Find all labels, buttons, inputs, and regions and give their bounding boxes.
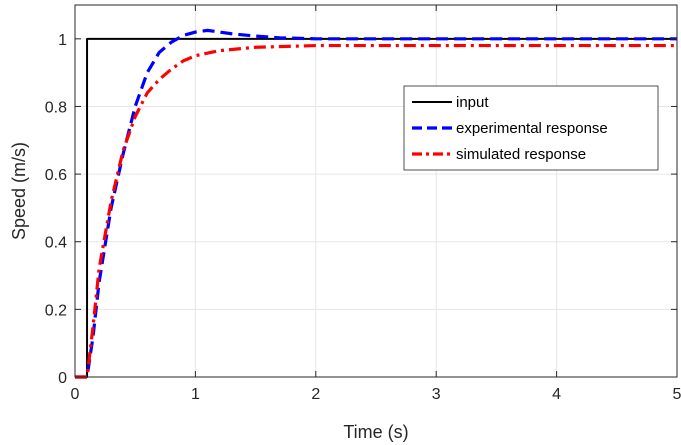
x-tick-label: 0	[71, 386, 80, 403]
y-tick-label: 1	[58, 32, 67, 49]
y-tick-label: 0.8	[45, 99, 67, 116]
axis-ticks: 0 1 2 3 4 5 0 0.2 0.4 0.6 0.8 1	[45, 5, 681, 403]
legend-label-1: input	[456, 94, 489, 111]
y-tick-label: 0.6	[45, 167, 67, 184]
x-tick-label: 4	[552, 386, 561, 403]
y-tick-label: 0	[58, 370, 67, 387]
series-line-2	[75, 28, 677, 379]
x-tick-label: 1	[191, 386, 200, 403]
x-axis-label: Time (s)	[343, 422, 408, 442]
x-tick-label: 3	[432, 386, 441, 403]
y-tick-label: 0.2	[45, 302, 67, 319]
x-tick-label: 5	[673, 386, 681, 403]
y-tick-label: 0.4	[45, 235, 67, 252]
y-axis-label: Speed (m/s)	[9, 142, 29, 240]
x-tick-label: 2	[311, 386, 320, 403]
legend-label-2: experimental response	[456, 120, 608, 137]
plot-background	[75, 5, 677, 377]
legend: input experimental response simulated resp…	[403, 85, 659, 171]
legend-label-3: simulated response	[456, 146, 586, 163]
plot-frame	[74, 4, 678, 378]
